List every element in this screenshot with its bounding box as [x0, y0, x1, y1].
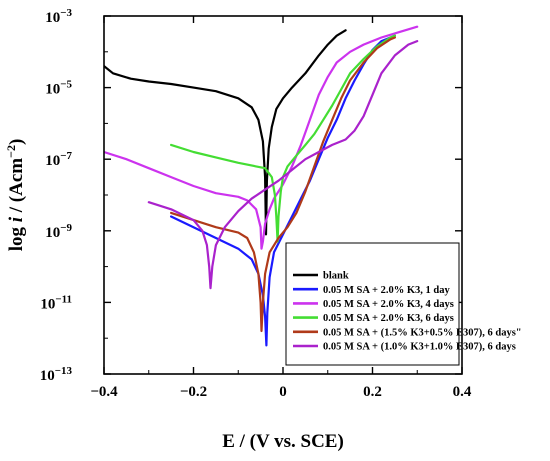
legend-label: blank	[323, 271, 349, 282]
legend-label: 0.05 M SA + 2.0% K3, 6 days	[323, 313, 454, 324]
y-tick-label: 10−11	[40, 293, 72, 312]
y-axis-title-unit: / (Acm	[6, 158, 27, 217]
legend: blank 0.05 M SA + 2.0% K3, 1 day 0.05 M SA…	[285, 242, 522, 366]
x-axis-ticks: −0.4 −0.2 0 0.2 0.4	[90, 16, 472, 400]
legend-label: 0.05 M SA + 2.0% K3, 4 days	[323, 299, 454, 310]
series-line-3	[104, 25, 419, 250]
series-line-6	[147, 40, 419, 290]
y-tick-label: 10−7	[45, 150, 72, 169]
series-curves	[104, 25, 419, 347]
x-tick-label: 0.2	[363, 384, 382, 400]
y-tick-label: 10−9	[45, 222, 72, 241]
legend-label: 0.05 M SA + (1.5% K3+0.5% E307), 6 days"	[323, 327, 522, 338]
legend-items: blank 0.05 M SA + 2.0% K3, 1 day 0.05 M SA…	[293, 271, 522, 353]
y-axis-title-exp: −2	[4, 145, 18, 158]
legend-label: 0.05 M SA + 2.0% K3, 1 day	[323, 285, 450, 296]
y-axis-title-var: i	[6, 216, 27, 222]
legend-label: 0.05 M SA + (1.0% K3+1.0% E307), 6 days	[323, 342, 516, 353]
y-tick-label: 10−13	[40, 365, 73, 384]
series-line-1	[104, 29, 347, 236]
x-tick-label: −0.2	[180, 384, 207, 400]
x-tick-label: 0.4	[453, 384, 472, 400]
x-axis-title: E / (V vs. SCE)	[222, 431, 344, 452]
y-axis-title-prefix: log	[6, 222, 27, 251]
y-tick-label: 10−3	[45, 7, 72, 26]
x-tick-label: 0	[279, 384, 287, 400]
y-tick-label: 10−5	[45, 79, 72, 98]
y-axis-ticks: 10−3 10−5 10−7 10−9 10−11 10−13	[40, 7, 462, 384]
y-axis-title-close: )	[6, 139, 27, 145]
y-axis-title: log i / (Acm−2)	[4, 139, 27, 252]
x-tick-label: −0.4	[90, 384, 118, 400]
series-line-5	[170, 36, 396, 333]
